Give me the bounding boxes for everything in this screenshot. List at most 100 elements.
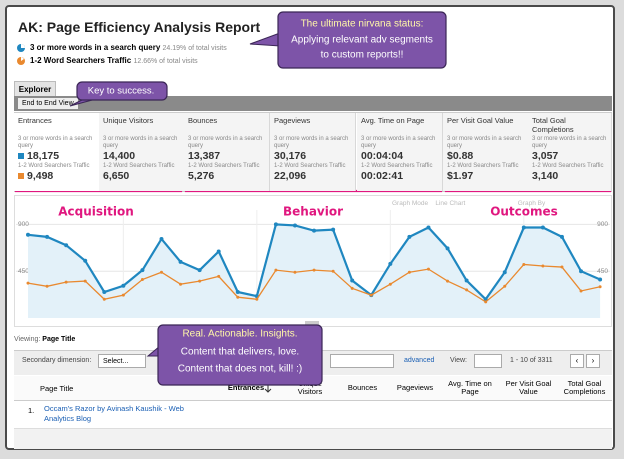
data-point [312,228,317,233]
column-header: Total Goal Completions [557,378,612,398]
segment-name: 3 or more words in a search query [30,43,161,52]
segment-icon [17,44,25,52]
segment-name: 3 or more words in a search query [274,136,349,149]
metric-box: Total Goal Completions 3 or more words in… [528,113,612,191]
data-point [446,279,450,283]
data-point [426,267,430,271]
segment-name: 1-2 Word Searchers Traffic [188,163,260,169]
data-point [369,293,373,297]
metric-value-text: 13,387 [188,150,221,162]
data-point [521,225,526,230]
data-point [83,258,88,263]
view-label: View: [450,357,467,364]
sort-arrow[interactable] [264,384,272,393]
group-label: Outcomes [490,205,558,219]
segment-name: 3 or more words in a search query [103,136,178,149]
explorer-tab[interactable]: Explorer [14,81,56,97]
data-point [560,265,564,269]
callout-text: Content that delivers, love. [181,347,299,358]
callout-text: to custom reports!! [321,50,404,61]
metric-box: Unique Visitors 3 or more words in a sear… [99,113,185,191]
metric-value-text: 14,400 [103,150,136,162]
segment-icon [17,57,25,65]
data-point [464,278,469,283]
callout-box [277,11,447,69]
data-point [217,274,221,278]
metric-box: Pageviews 3 or more words in a search que… [270,113,356,191]
metric-value-text: 30,176 [274,150,307,162]
metric-box: Bounces 3 or more words in a search query… [184,113,270,191]
prev-button[interactable]: ‹ [570,354,584,368]
data-point [235,290,240,294]
next-button[interactable]: › [586,354,600,368]
swatch [18,173,24,179]
row-title-link[interactable]: Occam's Razor by Avinash Kaushik - Web A… [44,404,184,423]
data-point [292,223,297,228]
metric-value-text: 3,057 [532,150,559,162]
slider-handle [305,321,319,325]
callout-box [76,81,168,101]
segment-name: 1-2 Word Searchers Traffic [103,163,175,169]
metric-value-text: 5,276 [188,170,215,182]
segment-name: 1-2 Word Searchers Traffic [532,163,604,169]
data-point [293,270,297,274]
callout-box [157,324,323,386]
viewing-label: Viewing: [14,336,41,343]
data-point [198,279,202,283]
line-chart[interactable]: Line Chart [435,200,466,207]
data-point [407,234,412,239]
segment-name: 1-2 Word Searchers Traffic [361,163,433,169]
column-header: Entrances [215,378,285,398]
viewing: Viewing: Page Title [14,336,75,343]
data-point [26,232,30,237]
metric-value: 6,650 [103,170,180,183]
data-point [26,281,30,285]
secondary-select[interactable]: Select... [98,354,146,368]
data-point [121,283,126,288]
data-point [445,246,450,251]
graph-by[interactable]: Graph By [517,200,546,207]
data-point [407,270,411,274]
segment-name: 1-2 Word Searchers Traffic [447,163,519,169]
metric-value-text: 9,498 [27,170,54,182]
metric-label: Pageviews [274,116,311,125]
callout-text: Real. Actionable. Insights. [182,329,297,340]
data-point [598,285,602,289]
column-header: Page Title [40,384,73,393]
secondary-label: Secondary dimension: [22,357,92,364]
data-point [64,243,69,248]
column-header: Bounces [335,378,390,398]
metric-value-text: 3,140 [532,170,559,182]
group-label: Acquisition [58,205,134,219]
data-point [331,227,336,232]
metric-value: 22,096 [274,170,351,183]
data-point [102,297,106,301]
segment-row-bg [14,428,612,449]
column-header-text: Total Goal Completions [563,379,606,396]
graph-mode[interactable]: Graph Mode [392,200,429,207]
segment-name: 3 or more words in a search query [447,136,522,149]
metric-value: 00:04:04 [361,150,438,163]
column-header: Per Visit Goal Value [500,378,557,398]
data-point [350,286,354,290]
metric-value: 5,276 [188,170,265,183]
viewing-value[interactable]: Page Title [42,336,76,343]
view-tab[interactable]: End to End View [18,98,78,109]
advanced-link[interactable]: advanced [404,357,435,364]
segment-name: 3 or more words in a search query [361,136,436,149]
segment-name: 3 or more words in a search query [188,136,263,149]
group-label: Behavior [283,205,343,219]
view-select[interactable] [474,354,502,368]
data-point [140,268,145,273]
search-box[interactable] [330,354,394,368]
data-point [45,234,50,239]
column-header-text: Per Visit Goal Value [505,379,552,396]
metric-box: Entrances 3 or more words in a search que… [14,113,100,191]
metric-value: 00:02:41 [361,170,438,183]
data-point [426,225,431,230]
metric-value: $0.88 [447,150,524,163]
metric-label: Entrances [18,116,52,125]
data-point [522,262,526,266]
